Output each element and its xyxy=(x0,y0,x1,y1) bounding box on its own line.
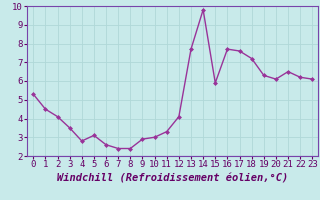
X-axis label: Windchill (Refroidissement éolien,°C): Windchill (Refroidissement éolien,°C) xyxy=(57,173,288,183)
